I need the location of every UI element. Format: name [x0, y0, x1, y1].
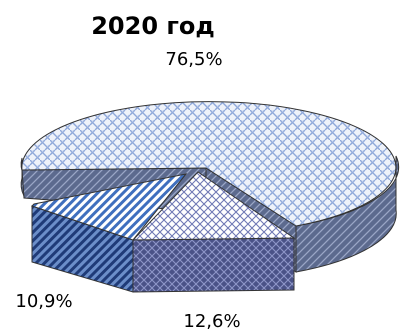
slice-10-9-top [31, 173, 188, 241]
data-label-76-5: 76,5% [165, 49, 222, 70]
slice-12-6-top [131, 171, 296, 241]
data-label-10-9: 10,9% [15, 291, 72, 312]
slice-12-6-side [132, 237, 295, 293]
chart-title: 2020 год [91, 12, 215, 40]
slice-10-9 [31, 173, 188, 293]
data-label-12-6: 12,6% [183, 311, 240, 332]
slice-76-5-top [21, 101, 397, 227]
